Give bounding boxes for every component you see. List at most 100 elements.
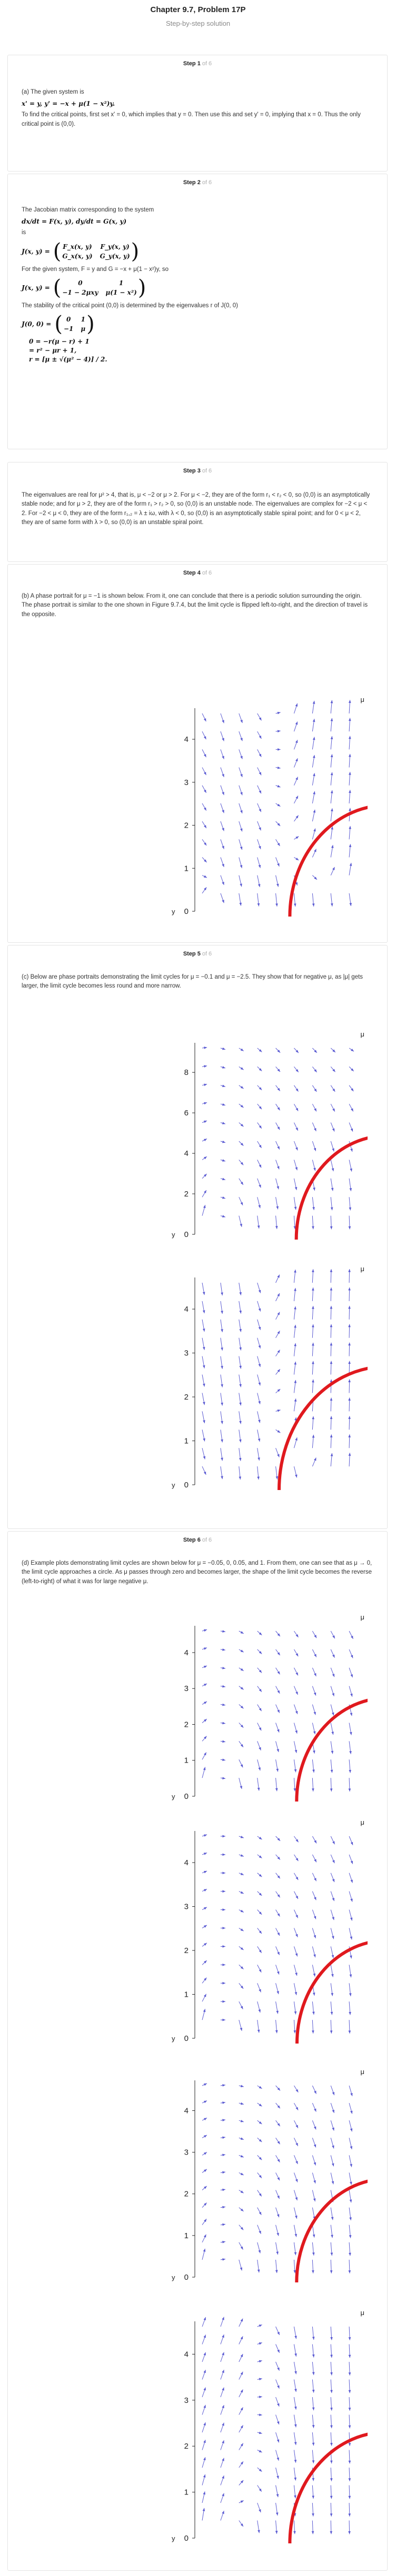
- jacobian-label: J(x, y) =: [22, 284, 50, 291]
- field-arrow-head: [222, 1047, 225, 1050]
- field-arrow-head: [349, 790, 351, 793]
- tick-label: 3: [184, 1349, 189, 1358]
- field-arrow-head: [259, 772, 262, 776]
- field-arrow-head: [259, 2488, 262, 2492]
- field-arrow-head: [330, 772, 333, 776]
- field-arrow-head: [294, 1324, 296, 1328]
- field-arrow-head: [240, 2137, 244, 2140]
- field-arrow-head: [203, 875, 207, 878]
- field-arrow-head: [258, 2009, 261, 2012]
- field-arrow-head: [350, 1674, 353, 1678]
- field-arrow-head: [295, 721, 298, 725]
- field-arrow-head: [239, 1439, 242, 1443]
- axis-label: y: [172, 2534, 175, 2542]
- field-arrow-head: [275, 2030, 278, 2034]
- field-arrow-head: [240, 1744, 243, 1747]
- field-arrow-head: [348, 1342, 351, 1346]
- field-arrow-head: [222, 1853, 225, 1856]
- field-arrow-head: [204, 1173, 207, 1177]
- field-arrow-head: [203, 2169, 207, 2172]
- field-arrow-head: [277, 1331, 280, 1334]
- field-arrow-head: [312, 1416, 314, 1420]
- field-arrow-head: [330, 700, 333, 703]
- axis-label: y: [172, 2035, 175, 2042]
- field-arrow-head: [295, 758, 298, 762]
- field-arrow-head: [349, 903, 352, 906]
- field-arrow-head: [222, 2387, 224, 2391]
- field-arrow-head: [222, 2370, 224, 2373]
- step-2-system: dx/dt = F(x, y), dy/dt = G(x, y): [22, 218, 127, 226]
- field-arrow-head: [240, 1891, 244, 1894]
- field-arrow-head: [240, 2208, 244, 2211]
- field-arrow-head: [278, 748, 281, 751]
- field-arrow-head: [312, 1788, 314, 1792]
- field-arrow-head: [221, 1329, 223, 1332]
- field-arrow-head: [222, 1215, 225, 1217]
- field-arrow-head: [295, 1088, 299, 1092]
- field-arrow-head: [222, 2317, 224, 2320]
- field-arrow-head: [240, 1048, 244, 1051]
- step-3-count: of 6: [202, 468, 212, 474]
- field-arrow-head: [259, 2230, 261, 2234]
- field-arrow-head: [294, 1398, 297, 1402]
- field-arrow-head: [240, 1764, 243, 1768]
- field-arrow-head: [222, 738, 224, 741]
- field-arrow-head: [203, 772, 206, 776]
- field-arrow-head: [295, 1839, 299, 1843]
- field-arrow-head: [204, 1834, 207, 1837]
- tick-label: 2: [184, 1393, 189, 1402]
- field-arrow-head: [240, 2443, 243, 2447]
- step-3-card: Step 3 of 6 The eigenvalues are real for …: [7, 462, 388, 562]
- field-arrow-head: [203, 2352, 206, 2356]
- field-arrow-head: [277, 1652, 280, 1656]
- field-arrow-head: [222, 2240, 225, 2243]
- field-arrow-head: [259, 809, 261, 812]
- field-arrow-head: [203, 2387, 206, 2391]
- field-arrow-head: [332, 2145, 334, 2149]
- field-arrow-head: [313, 1712, 316, 1715]
- field-arrow-head: [294, 1187, 298, 1190]
- field-arrow-head: [348, 736, 351, 739]
- field-arrow-head: [294, 1306, 296, 1310]
- field-arrow-head: [240, 2172, 244, 2176]
- field-arrow-head: [222, 2101, 225, 2104]
- field-arrow-head: [222, 810, 224, 813]
- field-arrow-head: [276, 2421, 280, 2424]
- field-arrow-head: [314, 1673, 316, 1677]
- field-arrow-head: [294, 1417, 297, 1421]
- field-arrow-head: [295, 1877, 299, 1880]
- field-arrow-head: [203, 1402, 205, 1405]
- field-arrow-head: [277, 2123, 280, 2127]
- field-arrow-head: [277, 1126, 280, 1130]
- field-arrow-head: [259, 1688, 262, 1692]
- field-arrow-head: [259, 1184, 261, 1188]
- field-arrow-head: [203, 2457, 206, 2461]
- field-arrow-head: [294, 2336, 297, 2339]
- field-arrow-head: [348, 2531, 351, 2534]
- field-arrow-head: [312, 1993, 315, 1996]
- field-arrow-head: [314, 877, 317, 880]
- field-arrow-head: [330, 2478, 333, 2481]
- field-arrow-head: [348, 2478, 351, 2481]
- field-arrow-head: [293, 1788, 296, 1792]
- field-arrow-head: [295, 1147, 298, 1151]
- field-arrow-head: [222, 1159, 225, 1162]
- axis-label: y: [172, 1231, 175, 1239]
- field-arrow-head: [348, 2030, 351, 2034]
- field-arrow-head: [259, 1708, 262, 1712]
- field-arrow-head: [204, 1190, 206, 1194]
- field-arrow-head: [240, 2389, 243, 2393]
- field-arrow-head: [222, 2352, 224, 2356]
- field-arrow-head: [349, 2199, 352, 2203]
- parameter-label: μ: [361, 1613, 365, 1621]
- field-arrow-head: [277, 1838, 281, 1841]
- field-arrow-head: [295, 1127, 298, 1131]
- field-arrow-head: [203, 2422, 206, 2426]
- field-arrow-head: [330, 2354, 333, 2358]
- jacobian-specific: J(x, y) = ( 0 1 −1 − 2μxy μ(1 − x²) ): [22, 275, 146, 300]
- field-arrow-head: [330, 2531, 333, 2534]
- field-arrow-head: [204, 1960, 207, 1964]
- field-arrow-head: [277, 1671, 280, 1675]
- field-arrow-head: [277, 1146, 280, 1150]
- field-arrow-head: [277, 823, 281, 826]
